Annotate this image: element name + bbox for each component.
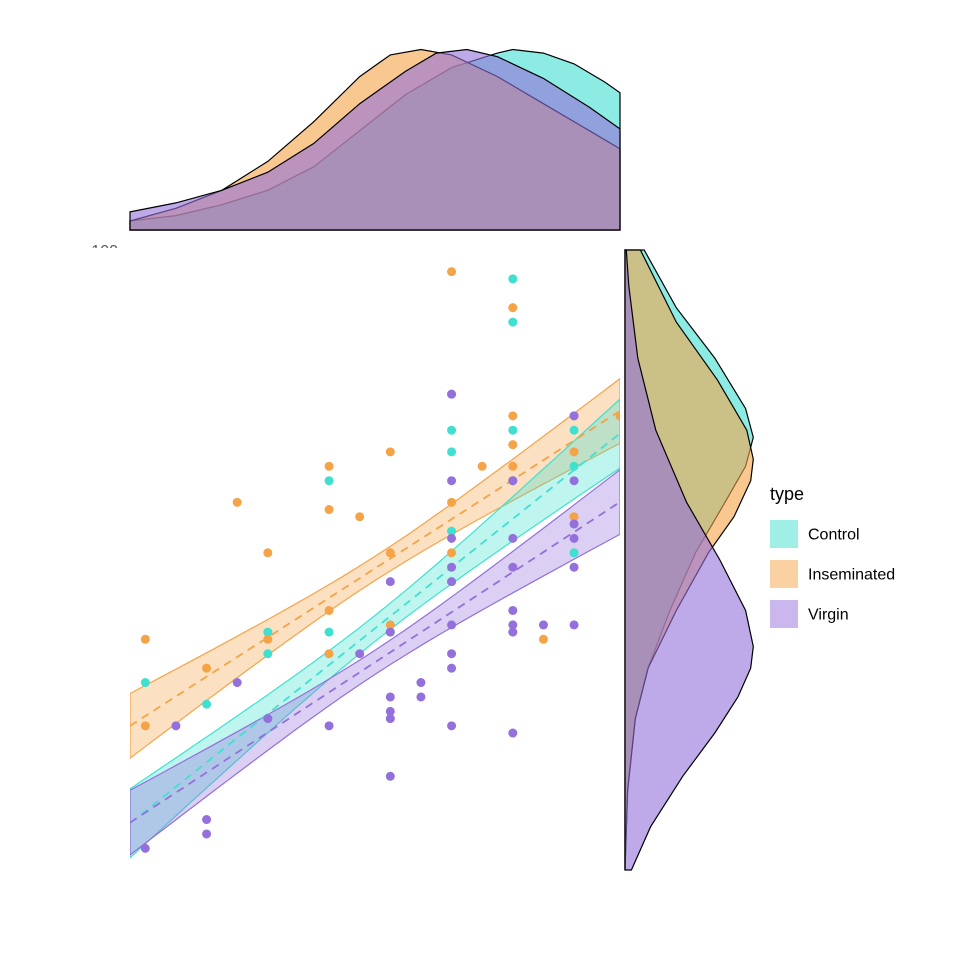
point-Inseminated [570,447,579,456]
point-Virgin [202,815,211,824]
point-Virgin [570,563,579,572]
point-Inseminated [508,411,517,420]
point-Virgin [570,411,579,420]
point-Virgin [447,563,456,572]
point-Virgin [508,606,517,615]
point-Inseminated [478,462,487,471]
legend-title: type [770,484,804,504]
point-Virgin [355,649,364,658]
point-Control [508,426,517,435]
point-Inseminated [233,498,242,507]
point-Virgin [508,563,517,572]
point-Inseminated [386,548,395,557]
point-Inseminated [447,498,456,507]
point-Inseminated [508,303,517,312]
point-Inseminated [202,664,211,673]
point-Virgin [386,577,395,586]
point-Virgin [141,844,150,853]
point-Inseminated [141,635,150,644]
point-Control [570,426,579,435]
point-Virgin [447,721,456,730]
point-Virgin [508,620,517,629]
point-Inseminated [263,635,272,644]
point-Virgin [447,664,456,673]
point-Virgin [570,519,579,528]
point-Control [570,462,579,471]
point-Inseminated [508,440,517,449]
point-Virgin [539,620,548,629]
point-Inseminated [355,512,364,521]
point-Inseminated [325,505,334,514]
point-Virgin [570,476,579,485]
point-Inseminated [325,649,334,658]
point-Virgin [508,476,517,485]
point-Control [508,318,517,327]
point-Control [447,447,456,456]
point-Virgin [447,390,456,399]
main-panel: 0.70.80.9255075100Thorax length (mm)Life… [52,243,625,928]
point-Virgin [171,721,180,730]
point-Virgin [570,534,579,543]
point-Inseminated [508,462,517,471]
point-Inseminated [447,267,456,276]
legend-swatch [770,560,798,588]
point-Virgin [263,714,272,723]
point-Virgin [416,678,425,687]
point-Virgin [202,829,211,838]
point-Control [141,678,150,687]
point-Control [447,426,456,435]
point-Inseminated [447,548,456,557]
point-Virgin [508,729,517,738]
point-Control [325,476,334,485]
point-Inseminated [141,721,150,730]
point-Virgin [386,628,395,637]
point-Inseminated [263,548,272,557]
point-Virgin [570,620,579,629]
point-Virgin [508,534,517,543]
point-Inseminated [325,606,334,615]
point-Virgin [447,649,456,658]
legend-label: Control [808,527,860,544]
point-Virgin [447,534,456,543]
point-Virgin [386,692,395,701]
legend-swatch [770,600,798,628]
point-Virgin [386,772,395,781]
legend-label: Virgin [808,607,849,624]
point-Virgin [325,721,334,730]
point-Control [570,548,579,557]
point-Inseminated [325,462,334,471]
point-Control [508,274,517,283]
point-Virgin [447,620,456,629]
point-Virgin [447,577,456,586]
point-Control [263,649,272,658]
point-Virgin [416,692,425,701]
point-Inseminated [386,447,395,456]
chart-svg: 0.70.80.9255075100Thorax length (mm)Life… [0,0,960,960]
point-Control [325,628,334,637]
point-Virgin [233,678,242,687]
point-Virgin [386,707,395,716]
legend-label: Inseminated [808,567,895,584]
point-Inseminated [539,635,548,644]
point-Control [202,700,211,709]
point-Virgin [447,476,456,485]
legend-swatch [770,520,798,548]
